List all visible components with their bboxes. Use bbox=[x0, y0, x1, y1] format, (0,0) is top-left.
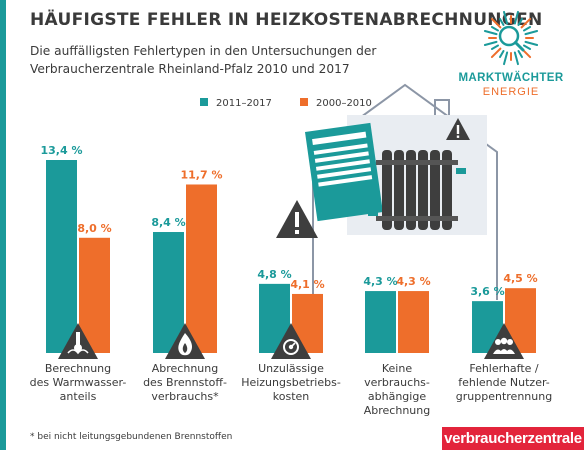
data-label-2-5: 4,5 % bbox=[503, 272, 537, 285]
warning-thermometer-icon bbox=[58, 323, 98, 359]
category-label-2: Abrechnung des Brennstoff-verbrauchs* bbox=[143, 362, 227, 403]
bar-1-1 bbox=[46, 160, 77, 353]
data-label-1-4: 4,3 % bbox=[363, 275, 397, 288]
warning-flame-icon bbox=[165, 323, 205, 359]
bar-2-1 bbox=[79, 237, 110, 353]
data-label-2-4: 4,3 % bbox=[396, 275, 430, 288]
warning-meter-icon bbox=[271, 323, 311, 359]
data-label-1-1: 13,4 % bbox=[41, 144, 83, 157]
marktwaechter-logo: MARKTWÄCHTER ENERGIE bbox=[455, 8, 567, 104]
category-label-1: Berechnung des Warmwasser-anteils bbox=[29, 362, 127, 403]
legend-item-series-2: 2000–2010 bbox=[300, 98, 372, 109]
data-label-1-3: 4,8 % bbox=[257, 268, 291, 281]
accent-bar bbox=[0, 0, 6, 450]
legend-label-series-1: 2011–2017 bbox=[216, 98, 272, 109]
category-label-5: Fehlerhafte / fehlende Nutzer-gruppentren… bbox=[455, 362, 553, 403]
page-title: HÄUFIGSTE FEHLER IN HEIZKOSTENABRECHNUNG… bbox=[30, 10, 543, 30]
page-subtitle: Die auffälligsten Fehlertypen in den Unt… bbox=[30, 44, 377, 76]
logo-text-energie: ENERGIE bbox=[482, 86, 540, 98]
bar-1-2 bbox=[153, 232, 184, 353]
verbraucherzentrale-logo: verbraucherzentrale bbox=[442, 427, 584, 450]
bar-2-2 bbox=[186, 184, 217, 353]
data-label-2-1: 8,0 % bbox=[77, 222, 111, 235]
magnifier-icon bbox=[483, 10, 539, 66]
bar-2-4 bbox=[398, 291, 429, 353]
data-label-2-3: 4,1 % bbox=[290, 278, 324, 291]
house-radiator-icon bbox=[276, 83, 498, 300]
warning-people-icon bbox=[484, 323, 524, 359]
category-label-3: Unzulässige Heizungsbetriebs-kosten bbox=[241, 362, 341, 403]
legend-label-series-2: 2000–2010 bbox=[316, 98, 372, 109]
legend-swatch-orange bbox=[300, 98, 308, 106]
logo-text-marktwaechter: MARKTWÄCHTER bbox=[458, 72, 564, 84]
data-label-1-2: 8,4 % bbox=[151, 216, 185, 229]
data-label-1-5: 3,6 % bbox=[470, 285, 504, 298]
legend-item-series-1: 2011–2017 bbox=[200, 98, 272, 109]
legend-swatch-teal bbox=[200, 98, 208, 106]
category-label-4: Keine verbrauchs-abhängige Abrechnung bbox=[363, 362, 431, 417]
data-label-2-2: 11,7 % bbox=[181, 168, 223, 181]
bar-1-4 bbox=[365, 291, 396, 353]
footnote: * bei nicht leitungsgebundenen Brennstof… bbox=[30, 432, 233, 442]
